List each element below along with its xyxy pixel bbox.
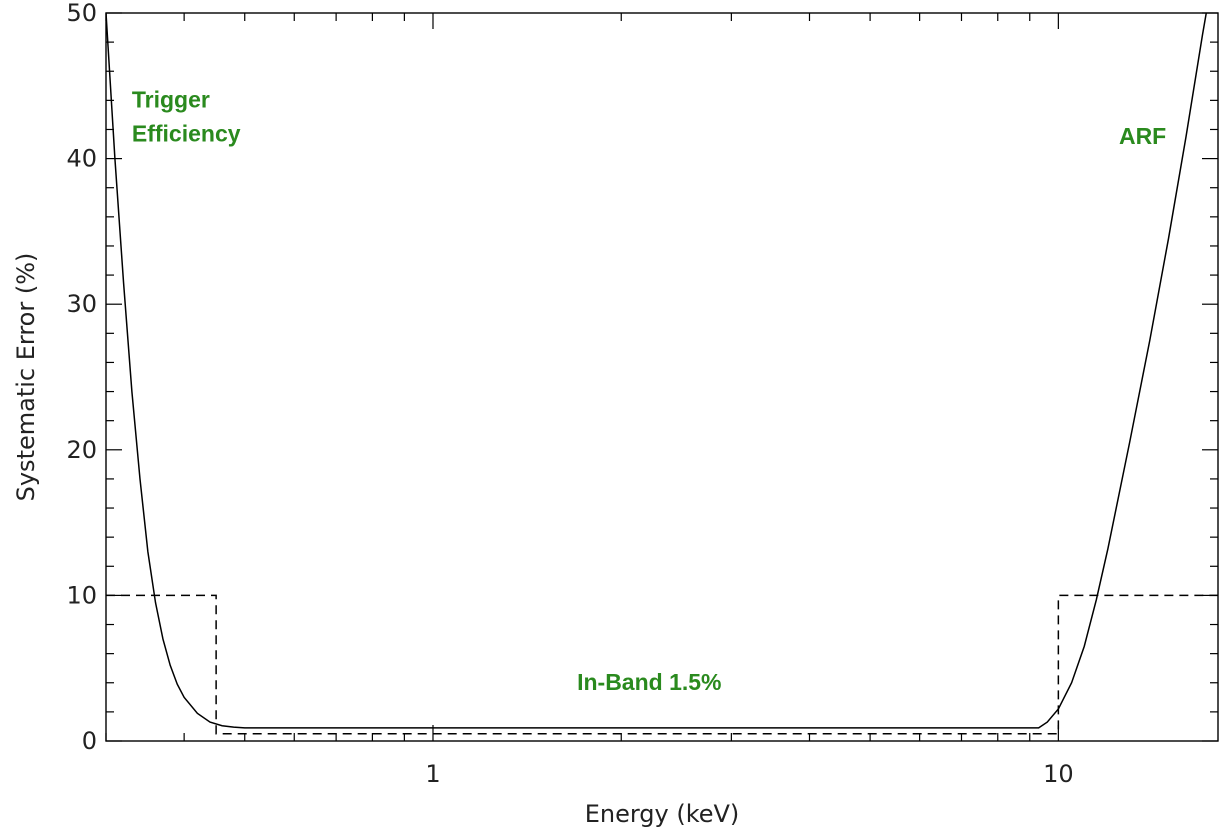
y-tick-label: 0 <box>82 727 97 755</box>
dashed-requirement-line <box>106 594 1218 735</box>
annotation-label: Efficiency <box>132 121 241 147</box>
x-tick-label: 10 <box>1043 760 1074 788</box>
y-tick-label: 10 <box>66 581 97 609</box>
y-tick-label: 30 <box>66 290 97 318</box>
axis-tick-labels: 1 10 0 10 20 30 40 50 <box>66 0 1073 788</box>
annotation-label: ARF <box>1119 123 1166 149</box>
plot-frame <box>105 12 1219 742</box>
systematic-error-curve <box>106 13 1208 729</box>
y-tick-label: 50 <box>66 0 97 27</box>
y-axis-label: Systematic Error (%) <box>12 253 40 502</box>
y-tick-label: 40 <box>66 145 97 173</box>
annotation-label: Trigger <box>132 87 210 113</box>
y-tick-label: 20 <box>66 436 97 464</box>
x-tick-label: 1 <box>425 760 440 788</box>
x-axis-label: Energy (keV) <box>585 800 740 828</box>
series-layer <box>106 13 1218 735</box>
annotation-label: In-Band 1.5% <box>577 669 721 695</box>
axis-ticks <box>105 12 1218 742</box>
annotations-layer: Trigger Efficiency ARF In-Band 1.5% <box>132 87 1166 695</box>
